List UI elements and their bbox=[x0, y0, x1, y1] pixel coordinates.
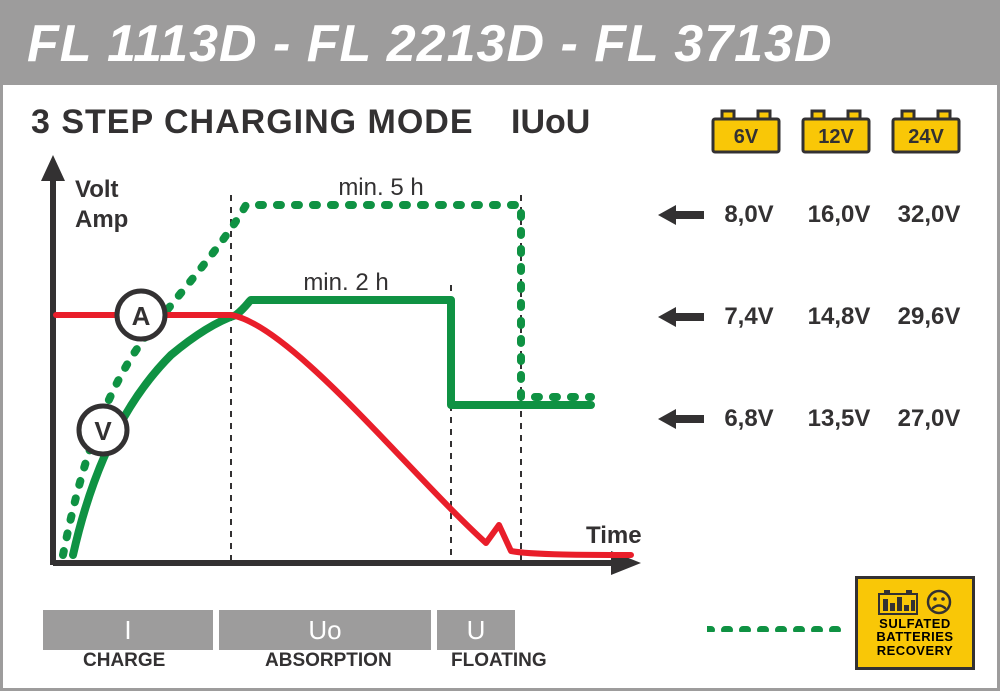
y-axis-arrow bbox=[41, 155, 65, 181]
label-min5h: min. 5 h bbox=[338, 174, 423, 201]
phase-bar: I Uo U bbox=[43, 610, 521, 650]
subtitle: 3 STEP CHARGING MODE IUoU bbox=[31, 103, 474, 142]
amp-marker-label: A bbox=[132, 301, 151, 331]
voltage-row-2: 6,8V 13,5V 27,0V bbox=[658, 405, 978, 433]
battery-header-row: 6V 12V 24V bbox=[710, 107, 978, 155]
y-label-volt: Volt bbox=[75, 176, 119, 203]
cell-r2-12v: 13,5V bbox=[794, 405, 884, 433]
voltage-table: 6V 12V 24V bbox=[658, 107, 978, 433]
recovery-line-2: RECOVERY bbox=[876, 644, 953, 658]
cell-r2-24v: 27,0V bbox=[884, 405, 974, 433]
recovery-dots-icon bbox=[707, 624, 847, 632]
cell-r1-24v: 29,6V bbox=[884, 303, 974, 331]
y-label-amp: Amp bbox=[75, 206, 128, 233]
arrow-left-icon bbox=[658, 205, 704, 225]
chart: A V Volt Amp min. 5 h min. 2 h Time bbox=[31, 155, 641, 595]
sad-face-icon bbox=[926, 589, 952, 615]
cell-r1-6v: 7,4V bbox=[704, 303, 794, 331]
header-title: FL 1113D - FL 2213D - FL 3713D bbox=[27, 14, 833, 74]
phase-box-uo: Uo bbox=[219, 610, 431, 650]
voltage-row-1: 7,4V 14,8V 29,6V bbox=[658, 303, 978, 331]
phase-symbol-i: I bbox=[124, 615, 131, 646]
battery-12v: 12V bbox=[800, 107, 872, 155]
label-min2h: min. 2 h bbox=[303, 269, 388, 296]
battery-icon-6v: 6V bbox=[710, 107, 782, 155]
battery-icon-24v: 24V bbox=[890, 107, 962, 155]
phase-box-i: I bbox=[43, 610, 213, 650]
amp-curve bbox=[56, 315, 631, 555]
cell-r0-6v: 8,0V bbox=[704, 201, 794, 229]
recovery-line-0: SULFATED bbox=[876, 617, 953, 631]
battery-bars-icon bbox=[878, 589, 918, 615]
battery-label-12v: 12V bbox=[800, 126, 872, 149]
recovery-icons bbox=[878, 589, 952, 615]
arrow-left-icon bbox=[658, 307, 704, 327]
cell-r0-24v: 32,0V bbox=[884, 201, 974, 229]
phase-label-absorption: ABSORPTION bbox=[265, 650, 392, 672]
phase-label-charge: CHARGE bbox=[83, 650, 165, 672]
cell-r0-12v: 16,0V bbox=[794, 201, 884, 229]
arrow-left-icon bbox=[658, 409, 704, 429]
recovery-text: SULFATED BATTERIES RECOVERY bbox=[876, 617, 953, 658]
battery-label-24v: 24V bbox=[890, 126, 962, 149]
phase-label-floating: FLOATING bbox=[451, 650, 547, 672]
content-area: 3 STEP CHARGING MODE IUoU bbox=[3, 85, 997, 688]
cell-r2-6v: 6,8V bbox=[704, 405, 794, 433]
voltage-row-0: 8,0V 16,0V 32,0V bbox=[658, 201, 978, 229]
phase-symbol-uo: Uo bbox=[308, 615, 341, 646]
recovery-box: SULFATED BATTERIES RECOVERY bbox=[855, 576, 975, 670]
recovery-line-1: BATTERIES bbox=[876, 630, 953, 644]
diagram-frame: FL 1113D - FL 2213D - FL 3713D 3 STEP CH… bbox=[0, 0, 1000, 691]
x-label-time: Time bbox=[586, 522, 641, 549]
battery-icon-12v: 12V bbox=[800, 107, 872, 155]
battery-24v: 24V bbox=[890, 107, 962, 155]
battery-label-6v: 6V bbox=[710, 126, 782, 149]
phase-symbol-u: U bbox=[467, 615, 486, 646]
chart-svg: A V Volt Amp min. 5 h min. 2 h Time bbox=[31, 155, 641, 595]
header-band: FL 1113D - FL 2213D - FL 3713D bbox=[3, 3, 997, 85]
subtitle-main: 3 STEP CHARGING MODE bbox=[31, 103, 474, 141]
battery-6v: 6V bbox=[710, 107, 782, 155]
cell-r1-12v: 14,8V bbox=[794, 303, 884, 331]
phase-box-u: U bbox=[437, 610, 515, 650]
subtitle-iuou: IUoU bbox=[511, 103, 590, 142]
volt-marker-label: V bbox=[94, 416, 112, 446]
